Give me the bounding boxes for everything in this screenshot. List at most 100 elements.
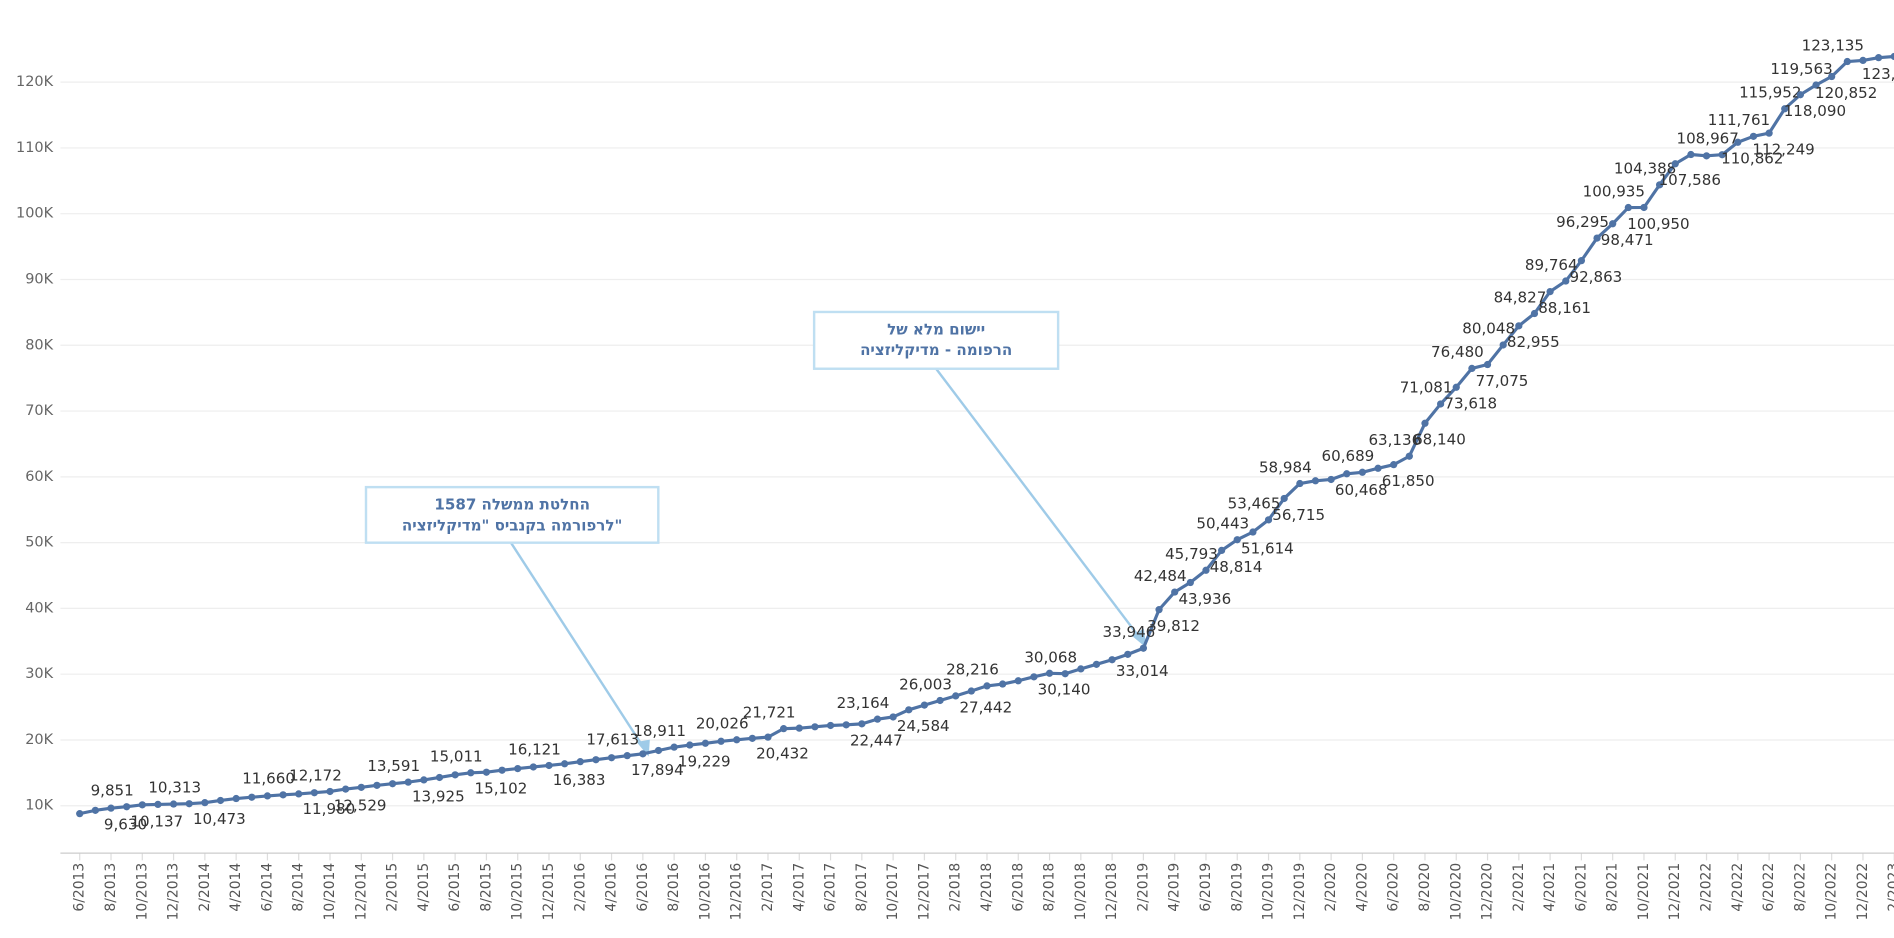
data-point	[1030, 673, 1037, 680]
x-tick-label: 12/2014	[353, 863, 369, 921]
value-label: 100,935	[1583, 182, 1645, 200]
data-point	[1875, 54, 1882, 61]
x-tick-label: 6/2014	[259, 863, 275, 912]
value-label: 23,164	[837, 694, 890, 712]
y-tick-label: 60K	[25, 469, 53, 485]
x-tick-label: 4/2016	[604, 863, 620, 912]
chart: 10K20K30K40K50K60K70K80K90K100K110K120K6…	[0, 0, 1894, 938]
data-point	[1093, 661, 1100, 668]
value-label: 92,863	[1570, 268, 1623, 286]
data-point	[139, 801, 146, 808]
x-tick-label: 2/2017	[760, 863, 776, 912]
value-label: 68,140	[1413, 431, 1466, 449]
annotation-text: לרפורמה בקנביס "מדיקליזציה"	[402, 516, 622, 534]
data-point	[1390, 461, 1397, 468]
data-point	[1343, 470, 1350, 477]
data-point	[264, 792, 271, 799]
x-tick-label: 4/2014	[228, 863, 244, 912]
x-tick-label: 10/2022	[1824, 863, 1840, 921]
value-label: 76,480	[1431, 343, 1484, 361]
y-tick-label: 30K	[25, 666, 53, 682]
value-label: 112,249	[1752, 141, 1814, 159]
data-point	[1531, 310, 1538, 317]
x-tick-label: 10/2014	[322, 863, 338, 921]
value-label: 108,967	[1677, 130, 1739, 148]
value-label: 17,613	[586, 730, 639, 748]
annotation-1: החלטת ממשלה 1587 לרפורמה בקנביס "מדיקליז…	[366, 487, 658, 756]
y-tick-label: 90K	[25, 271, 53, 287]
data-point	[1891, 53, 1894, 60]
data-point	[1687, 151, 1694, 158]
y-tick-label: 40K	[25, 600, 53, 616]
data-point	[780, 725, 787, 732]
data-point	[1844, 58, 1851, 65]
x-tick-label: 8/2013	[103, 863, 119, 912]
value-label: 82,955	[1507, 333, 1560, 351]
value-label: 48,814	[1210, 558, 1263, 576]
x-tick-label: 2/2023	[1886, 863, 1894, 912]
data-point	[843, 721, 850, 728]
data-point	[1171, 588, 1178, 595]
data-point	[1672, 160, 1679, 167]
data-point	[279, 791, 286, 798]
data-point	[514, 765, 521, 772]
x-tick-label: 8/2016	[666, 863, 682, 912]
x-tick-label: 6/2016	[635, 863, 651, 912]
value-label: 17,894	[631, 761, 684, 779]
x-tick-label: 2/2021	[1511, 863, 1527, 912]
y-tick-label: 110K	[16, 140, 54, 156]
data-point	[1546, 288, 1553, 295]
annotation-2: יישום מלא של הרפומה - מדיקליזציה	[814, 312, 1146, 648]
value-label: 119,563	[1770, 60, 1832, 78]
x-tick-label: 6/2019	[1198, 863, 1214, 912]
value-label: 10,137	[130, 812, 183, 830]
data-point	[968, 687, 975, 694]
value-label: 118,090	[1784, 102, 1846, 120]
x-tick-label: 10/2017	[885, 863, 901, 921]
value-label: 96,295	[1556, 213, 1609, 231]
value-label: 28,216	[946, 661, 999, 679]
x-tick-label: 2/2015	[385, 863, 401, 912]
data-point	[1593, 234, 1600, 241]
data-point	[1750, 133, 1757, 140]
value-label: 10,473	[193, 810, 246, 828]
x-tick-label: 6/2017	[823, 863, 839, 912]
y-tick-label: 10K	[25, 798, 53, 814]
x-tick-label: 8/2022	[1792, 863, 1808, 912]
annotation-arrow	[511, 543, 646, 752]
data-point	[436, 774, 443, 781]
x-tick-label: 12/2017	[916, 863, 932, 921]
value-label: 13,591	[367, 757, 420, 775]
data-point	[1234, 536, 1241, 543]
x-tick-label: 6/2021	[1573, 863, 1589, 912]
value-label: 20,026	[696, 715, 749, 733]
data-point	[858, 720, 865, 727]
data-point	[1828, 73, 1835, 80]
data-point	[905, 706, 912, 713]
data-point	[983, 682, 990, 689]
data-point	[452, 771, 459, 778]
data-point	[1859, 57, 1866, 64]
value-label: 30,068	[1024, 649, 1077, 667]
x-tick-label: 4/2018	[979, 863, 995, 912]
x-tick-label: 12/2022	[1855, 863, 1871, 921]
data-point	[311, 789, 318, 796]
data-point	[921, 701, 928, 708]
data-point	[1609, 220, 1616, 227]
data-point	[1108, 656, 1115, 663]
value-label: 123,720	[1862, 65, 1894, 83]
data-point	[1077, 665, 1084, 672]
x-tick-label: 2/2014	[197, 863, 213, 912]
value-label: 12,172	[289, 766, 342, 784]
data-point	[217, 797, 224, 804]
x-tick-label: 8/2014	[291, 863, 307, 912]
data-point	[764, 734, 771, 741]
value-label: 15,102	[475, 780, 528, 798]
data-point	[530, 763, 537, 770]
data-point	[749, 735, 756, 742]
x-tick-label: 4/2019	[1167, 863, 1183, 912]
data-point	[686, 741, 693, 748]
x-tick-label: 6/2020	[1386, 863, 1402, 912]
value-label: 77,075	[1476, 372, 1529, 390]
x-tick-label: 6/2013	[72, 863, 88, 912]
